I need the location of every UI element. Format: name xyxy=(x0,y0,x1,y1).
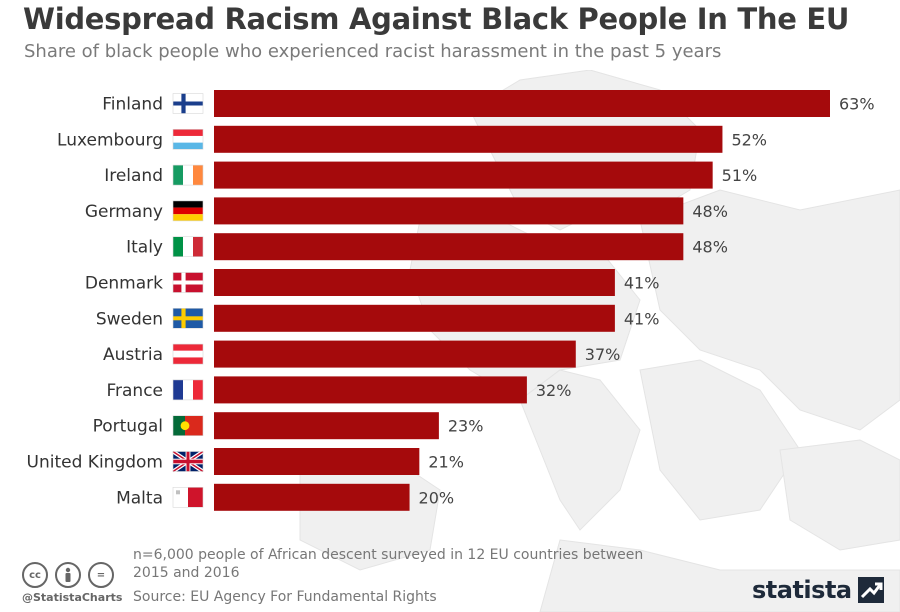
equals-icon: = xyxy=(88,562,114,588)
bar xyxy=(214,448,420,475)
value-label: 51% xyxy=(722,166,758,185)
person-icon xyxy=(55,562,81,588)
category-label: Finland xyxy=(102,95,163,115)
category-label: Italy xyxy=(126,238,163,258)
category-label: Luxembourg xyxy=(57,130,163,150)
flag-italy-icon xyxy=(172,236,204,257)
flag-germany-icon xyxy=(172,200,204,222)
value-label: 48% xyxy=(692,202,728,221)
source-line: Source: EU Agency For Fundamental Rights xyxy=(133,589,437,605)
value-label: 32% xyxy=(536,381,572,400)
bar xyxy=(214,125,723,153)
value-label: 23% xyxy=(448,417,484,436)
survey-note: n=6,000 people of African descent survey… xyxy=(133,547,644,581)
bar xyxy=(214,269,615,296)
flag-finland-icon xyxy=(172,93,204,114)
statista-logo-text: statista xyxy=(752,576,852,604)
bar xyxy=(214,304,615,332)
category-label: Austria xyxy=(103,345,163,365)
flag-denmark-icon xyxy=(172,272,204,293)
flag-luxembourg-icon xyxy=(172,128,204,150)
flag-sweden-icon xyxy=(172,308,204,329)
value-label: 21% xyxy=(428,453,464,472)
bar xyxy=(214,340,576,368)
bar xyxy=(214,90,830,117)
category-label: Portugal xyxy=(93,417,163,437)
flag-united-kingdom-icon xyxy=(171,449,205,474)
category-label: Denmark xyxy=(85,274,163,294)
chart-subtitle: Share of black people who experienced ra… xyxy=(24,41,722,62)
category-label: Malta xyxy=(116,488,163,508)
bar xyxy=(214,161,713,189)
value-label: 41% xyxy=(624,274,660,293)
category-label: Ireland xyxy=(104,166,163,186)
value-label: 20% xyxy=(419,488,455,507)
bar xyxy=(214,233,684,261)
twitter-handle: @StatistaCharts xyxy=(22,591,123,604)
category-label: France xyxy=(106,381,163,401)
flag-austria-icon xyxy=(172,343,204,365)
category-label: United Kingdom xyxy=(27,453,163,473)
category-label: Sweden xyxy=(96,309,163,329)
flag-portugal-icon xyxy=(172,415,204,437)
cc-icon: cc xyxy=(22,562,48,588)
flag-france-icon xyxy=(172,379,204,401)
statista-mark-icon xyxy=(857,577,884,603)
license-icons: cc = xyxy=(22,562,114,588)
value-label: 37% xyxy=(585,345,621,364)
statista-logo: statista xyxy=(752,575,884,605)
flag-ireland-icon xyxy=(172,164,204,186)
bar xyxy=(214,376,527,404)
flag-malta-icon xyxy=(172,486,204,508)
chart-title: Widespread Racism Against Black People I… xyxy=(23,2,850,36)
value-label: 52% xyxy=(731,130,767,149)
category-label: Germany xyxy=(85,202,163,222)
bar-chart: Finland 63% Luxembourg 52% Ireland 51% Germany… xyxy=(27,90,875,511)
value-label: 48% xyxy=(692,238,728,257)
bar xyxy=(214,412,439,440)
value-label: 41% xyxy=(624,309,660,328)
bar xyxy=(214,483,410,511)
value-label: 63% xyxy=(839,95,875,114)
bar xyxy=(214,197,684,225)
